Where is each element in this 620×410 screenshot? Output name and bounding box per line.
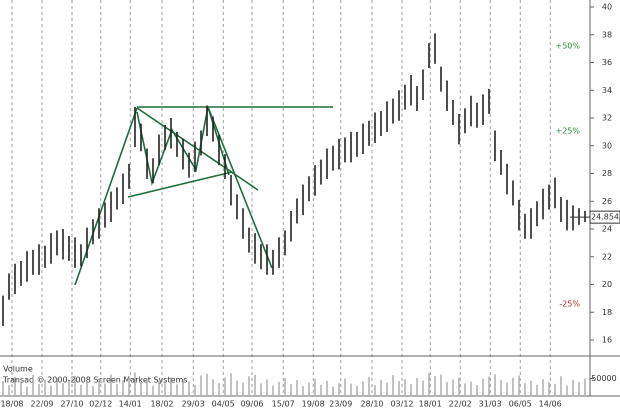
- x-tick-label: 28/10: [360, 400, 383, 409]
- y-tick-label: 34: [602, 86, 612, 95]
- last-price-box: [589, 210, 620, 224]
- x-tick-label: 04/05: [212, 400, 235, 409]
- trendline: [136, 106, 230, 186]
- x-tick-label: 19/08: [302, 400, 325, 409]
- y-tick-label: 16: [602, 336, 612, 345]
- y-tick-label: 32: [602, 114, 612, 123]
- annotation: +50%: [556, 42, 581, 51]
- x-tick-label: 22/02: [449, 400, 472, 409]
- trendlines: [74, 106, 333, 286]
- y-tick-label: 24: [602, 225, 612, 234]
- x-tick-label: 14/01: [119, 400, 142, 409]
- x-tick-label: 03/12: [390, 400, 413, 409]
- volume-label: Volume: [3, 365, 33, 374]
- y-tick-label: 36: [602, 58, 612, 67]
- annotation: +25%: [556, 127, 581, 136]
- x-tick-label: 06/05: [509, 400, 532, 409]
- x-tick-label: 29/03: [182, 400, 205, 409]
- y-tick-label: 28: [602, 169, 612, 178]
- x-tick-label: 18/08: [0, 400, 23, 409]
- y-tick-label: 20: [602, 280, 612, 289]
- x-tick-label: 14/06: [539, 400, 562, 409]
- trendline: [74, 107, 138, 286]
- y-tick-label: 22: [602, 252, 612, 261]
- x-tick-label: 09/06: [240, 400, 263, 409]
- x-tick-label: 18/01: [419, 400, 442, 409]
- volume-tick-label: 50000: [591, 374, 616, 383]
- trendline: [127, 171, 233, 198]
- x-tick-label: 18/02: [150, 400, 173, 409]
- y-tick-label: 40: [602, 3, 612, 12]
- y-tick-label: 30: [602, 141, 612, 150]
- last-price-label: 24.854: [591, 213, 619, 222]
- x-tick-label: 23/09: [329, 400, 352, 409]
- x-tick-label: 27/10: [60, 400, 83, 409]
- trendline: [207, 106, 273, 269]
- x-tick-label: 15/07: [272, 400, 295, 409]
- x-tick-label: 02/12: [89, 400, 112, 409]
- y-tick-label: 26: [602, 197, 612, 206]
- y-tick-label: 18: [602, 308, 612, 317]
- grid-layer: [11, 0, 551, 396]
- trendline: [136, 107, 259, 191]
- x-tick-label: 31/03: [479, 400, 502, 409]
- annotation: -25%: [559, 300, 580, 309]
- y-tick-label: 38: [602, 30, 612, 39]
- copyright: Transaq © 2000-2008 Screen Market System…: [2, 376, 187, 385]
- x-tick-label: 22/09: [30, 400, 53, 409]
